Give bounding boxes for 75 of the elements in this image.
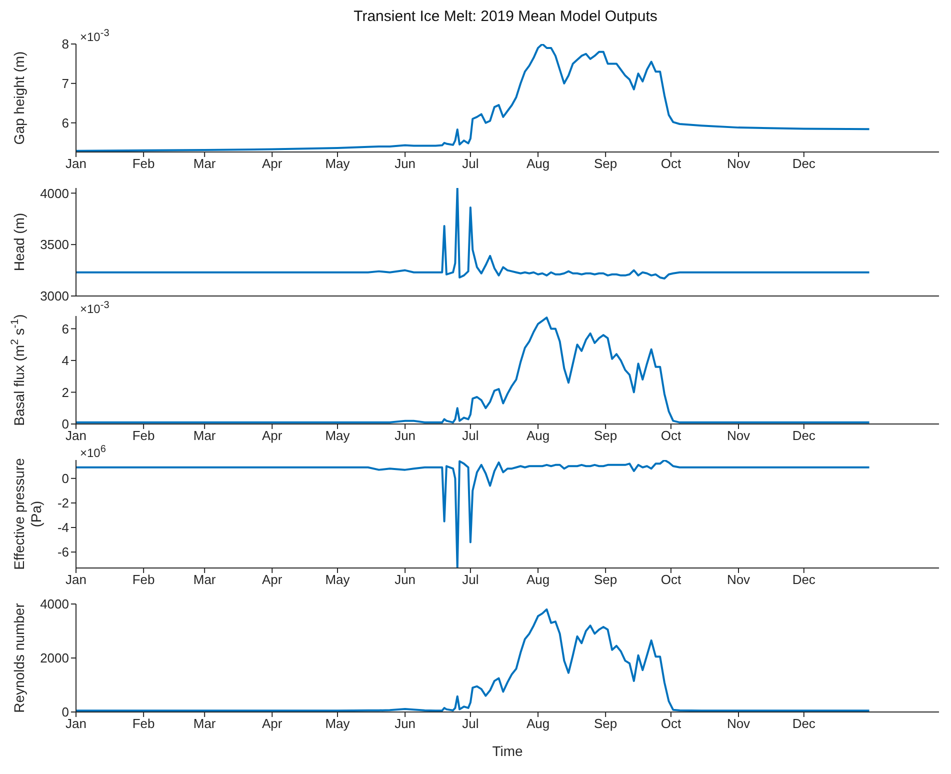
x-tick-label: Sep [594, 428, 618, 444]
x-tick-label: Jul [462, 156, 479, 172]
x-tick-label: Nov [726, 572, 751, 588]
y-axis-title: Gap height (m) [11, 51, 27, 145]
x-tick-label: Feb [132, 716, 155, 732]
x-tick-label: Jan [66, 572, 86, 588]
x-tick-label: Sep [594, 572, 618, 588]
x-tick-label: Aug [526, 156, 550, 172]
x-tick-label: May [325, 572, 350, 588]
x-tick-label: Jul [462, 716, 479, 732]
y-tick-label: 4000 [40, 186, 69, 201]
x-tick-label: May [325, 716, 350, 732]
y-tick-label: -2 [57, 496, 69, 511]
line-series [76, 316, 870, 424]
y-tick-label: 6 [62, 321, 69, 336]
x-tick-label: Dec [792, 716, 816, 732]
y-tick-label: -6 [57, 544, 69, 560]
chart-title: Transient Ice Melt: 2019 Mean Model Outputs [354, 8, 658, 25]
x-tick-label: Aug [526, 572, 550, 588]
x-tick-label: Nov [726, 156, 751, 172]
annotation: ×10$^{-3}$ [80, 28, 110, 44]
x-tick-label: Oct [660, 428, 682, 444]
x-tick-label: Mar [193, 572, 216, 588]
text: ×10$^{6}$ [80, 444, 106, 460]
x-tick-label: Jan [66, 156, 86, 172]
x-tick-label: Mar [193, 428, 216, 444]
line-series [76, 608, 870, 712]
line-series [76, 460, 870, 568]
y-tick-label: 8 [62, 36, 69, 52]
x-tick-label: Apr [262, 716, 283, 732]
y-axis-title: Head (m) [11, 212, 27, 272]
y-tick-label: 2000 [40, 650, 69, 666]
line-series [76, 188, 870, 280]
x-tick-label: Jul [462, 572, 479, 588]
y-tick-label: 3000 [40, 288, 69, 304]
x-tick-label: Oct [660, 156, 682, 172]
x-tick-label: Jun [394, 428, 416, 444]
y-tick-label: 4000 [40, 596, 69, 612]
y-tick-label: 7 [62, 76, 69, 92]
x-tick-label: Oct [660, 716, 682, 732]
x-tick-label: Aug [526, 428, 550, 444]
x-tick-label: May [325, 156, 350, 172]
x-tick-label: Mar [193, 716, 216, 732]
x-tick-label: May [325, 428, 350, 444]
x-tick-label: Feb [132, 428, 155, 444]
x-tick-label: Apr [262, 156, 283, 172]
annotation: ×10$^{-3}$ [80, 300, 110, 316]
x-tick-label: Dec [792, 572, 816, 588]
x-tick-label: Jun [394, 716, 416, 732]
x-tick-label: Jul [462, 428, 479, 444]
y-axis-title: Effective pressure (Pa) [11, 458, 44, 570]
x-tick-label: Aug [526, 716, 550, 732]
x-tick-label: Apr [262, 572, 283, 588]
x-tick-label: Mar [193, 156, 216, 172]
x-axis-title: Time [492, 743, 524, 759]
y-tick-label: 4 [62, 353, 69, 368]
x-tick-label: Sep [594, 716, 618, 732]
x-tick-label: Dec [792, 428, 816, 444]
y-tick-label: 0 [62, 471, 69, 486]
x-tick-label: Sep [594, 156, 618, 172]
x-tick-label: Jun [394, 156, 416, 172]
x-tick-label: Feb [132, 156, 155, 172]
y-axis-title: Reynolds number [11, 602, 27, 713]
y-tick-label: -4 [57, 520, 69, 536]
x-tick-label: Nov [726, 716, 751, 732]
x-tick-label: Nov [726, 428, 751, 444]
y-tick-label: 3500 [40, 237, 69, 252]
y-tick-label: 6 [62, 115, 69, 130]
line-series [76, 44, 870, 152]
x-tick-label: Jun [394, 572, 416, 588]
y-tick-label: 2 [62, 384, 69, 400]
x-tick-label: Oct [660, 572, 682, 588]
x-tick-label: Apr [262, 428, 283, 444]
x-tick-label: Feb [132, 572, 155, 588]
x-tick-label: Dec [792, 156, 816, 172]
